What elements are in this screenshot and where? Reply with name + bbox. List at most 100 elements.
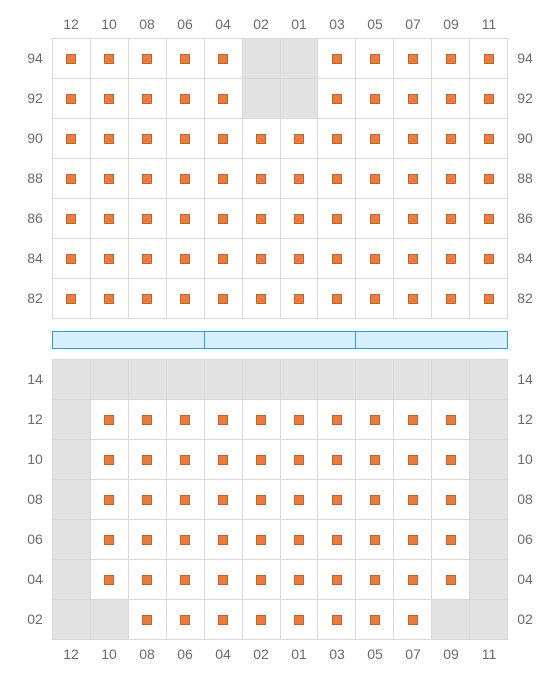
seat-available[interactable] [129, 440, 167, 480]
seat-available[interactable] [394, 79, 432, 119]
seat-available[interactable] [243, 480, 281, 520]
seat-available[interactable] [394, 279, 432, 319]
seat-available[interactable] [205, 79, 243, 119]
seat-available[interactable] [394, 520, 432, 560]
seat-available[interactable] [91, 279, 129, 319]
seat-available[interactable] [281, 440, 319, 480]
seat-available[interactable] [91, 159, 129, 199]
seat-available[interactable] [394, 239, 432, 279]
seat-available[interactable] [356, 520, 394, 560]
seat-available[interactable] [281, 279, 319, 319]
seat-available[interactable] [281, 239, 319, 279]
seat-available[interactable] [129, 79, 167, 119]
seat-available[interactable] [356, 199, 394, 239]
seat-available[interactable] [432, 159, 470, 199]
seat-available[interactable] [281, 520, 319, 560]
seat-available[interactable] [129, 119, 167, 159]
seat-available[interactable] [356, 159, 394, 199]
seat-available[interactable] [205, 199, 243, 239]
seat-available[interactable] [281, 480, 319, 520]
seat-available[interactable] [394, 600, 432, 640]
seat-available[interactable] [356, 600, 394, 640]
seat-available[interactable] [129, 239, 167, 279]
seat-available[interactable] [167, 199, 205, 239]
seat-available[interactable] [205, 560, 243, 600]
seat-available[interactable] [129, 600, 167, 640]
seat-available[interactable] [356, 440, 394, 480]
seat-available[interactable] [356, 119, 394, 159]
seat-available[interactable] [205, 520, 243, 560]
seat-available[interactable] [167, 400, 205, 440]
seat-available[interactable] [53, 119, 91, 159]
seat-available[interactable] [243, 400, 281, 440]
seat-available[interactable] [281, 199, 319, 239]
seat-available[interactable] [129, 279, 167, 319]
seat-available[interactable] [91, 79, 129, 119]
seat-available[interactable] [318, 279, 356, 319]
seat-available[interactable] [91, 119, 129, 159]
seat-available[interactable] [129, 480, 167, 520]
seat-available[interactable] [432, 199, 470, 239]
seat-available[interactable] [129, 159, 167, 199]
seat-available[interactable] [53, 199, 91, 239]
seat-available[interactable] [281, 600, 319, 640]
seat-available[interactable] [91, 400, 129, 440]
seat-available[interactable] [167, 79, 205, 119]
seat-available[interactable] [129, 560, 167, 600]
seat-available[interactable] [167, 440, 205, 480]
seat-available[interactable] [432, 520, 470, 560]
seat-available[interactable] [318, 79, 356, 119]
seat-available[interactable] [243, 159, 281, 199]
seat-available[interactable] [53, 39, 91, 79]
seat-available[interactable] [91, 560, 129, 600]
seat-available[interactable] [394, 159, 432, 199]
seat-available[interactable] [91, 480, 129, 520]
seat-available[interactable] [318, 440, 356, 480]
seat-available[interactable] [394, 400, 432, 440]
seat-available[interactable] [167, 520, 205, 560]
seat-available[interactable] [394, 560, 432, 600]
seat-available[interactable] [167, 39, 205, 79]
seat-available[interactable] [243, 279, 281, 319]
seat-available[interactable] [318, 119, 356, 159]
seat-available[interactable] [318, 400, 356, 440]
seat-available[interactable] [167, 480, 205, 520]
seat-available[interactable] [356, 400, 394, 440]
seat-available[interactable] [243, 239, 281, 279]
seat-available[interactable] [205, 600, 243, 640]
seat-available[interactable] [129, 520, 167, 560]
seat-available[interactable] [318, 39, 356, 79]
seat-available[interactable] [470, 79, 508, 119]
seat-available[interactable] [318, 159, 356, 199]
seat-available[interactable] [394, 199, 432, 239]
seat-available[interactable] [53, 79, 91, 119]
seat-available[interactable] [394, 39, 432, 79]
seat-available[interactable] [394, 480, 432, 520]
seat-available[interactable] [432, 119, 470, 159]
seat-available[interactable] [394, 119, 432, 159]
seat-available[interactable] [91, 39, 129, 79]
seat-available[interactable] [129, 39, 167, 79]
seat-available[interactable] [281, 560, 319, 600]
seat-available[interactable] [470, 39, 508, 79]
seat-available[interactable] [356, 560, 394, 600]
seat-available[interactable] [167, 239, 205, 279]
seat-available[interactable] [281, 119, 319, 159]
seat-available[interactable] [318, 239, 356, 279]
seat-available[interactable] [205, 239, 243, 279]
seat-available[interactable] [91, 199, 129, 239]
seat-available[interactable] [129, 199, 167, 239]
seat-available[interactable] [53, 239, 91, 279]
seat-available[interactable] [394, 440, 432, 480]
seat-available[interactable] [318, 560, 356, 600]
seat-available[interactable] [243, 199, 281, 239]
seat-available[interactable] [243, 440, 281, 480]
seat-available[interactable] [356, 279, 394, 319]
seat-available[interactable] [167, 279, 205, 319]
seat-available[interactable] [470, 159, 508, 199]
seat-available[interactable] [432, 239, 470, 279]
seat-available[interactable] [167, 560, 205, 600]
seat-available[interactable] [205, 119, 243, 159]
seat-available[interactable] [91, 440, 129, 480]
seat-available[interactable] [205, 39, 243, 79]
